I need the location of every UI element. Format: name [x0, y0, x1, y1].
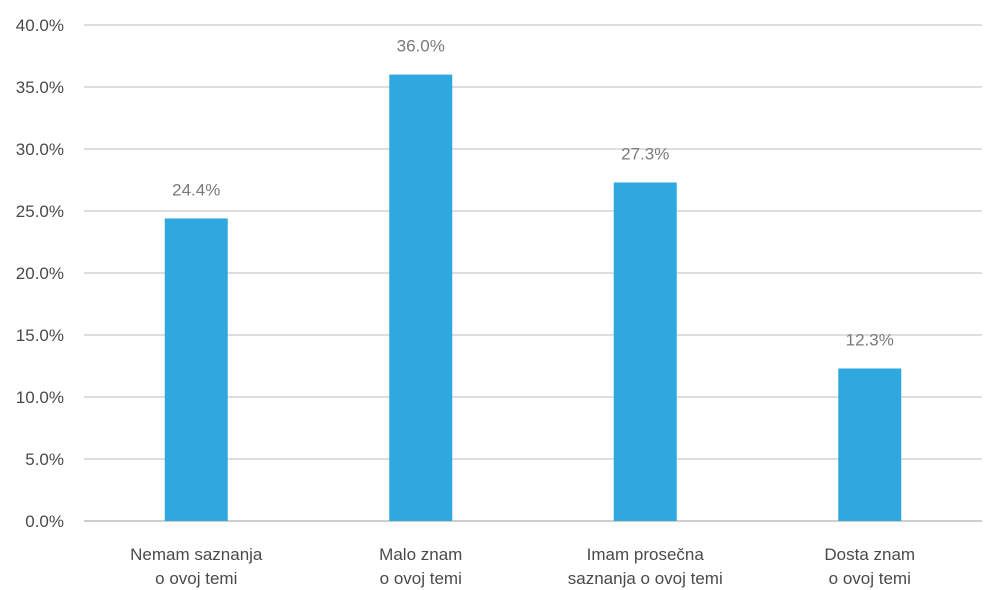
y-tick-label: 20.0%: [16, 264, 64, 283]
bar: [389, 74, 453, 521]
bar: [838, 368, 902, 521]
category-label: Nemam saznanja o ovoj temi: [130, 545, 263, 588]
x-axis-categories: Nemam saznanja o ovoj temi Malo znam o ovoj…: [130, 545, 915, 588]
category-label-line: o ovoj temi: [155, 569, 237, 588]
y-tick-label: 25.0%: [16, 202, 64, 221]
y-tick-label: 30.0%: [16, 140, 64, 159]
y-tick-label: 10.0%: [16, 388, 64, 407]
y-tick-label: 0.0%: [25, 512, 64, 531]
category-label-line: Nemam saznanja: [130, 545, 263, 564]
y-axis-ticks: 0.0% 5.0% 10.0% 15.0% 20.0% 25.0% 30.0% 35.0% 40…: [16, 16, 64, 531]
category-label-line: Dosta znam: [824, 545, 915, 564]
grid-lines: [84, 24, 982, 522]
data-label: 12.3%: [846, 330, 894, 349]
category-label: Malo znam o ovoj temi: [379, 545, 462, 588]
category-label-line: o ovoj temi: [829, 569, 911, 588]
data-label: 24.4%: [172, 180, 220, 199]
y-tick-label: 35.0%: [16, 78, 64, 97]
category-label: Imam prosečna saznanja o ovoj temi: [568, 545, 723, 588]
category-label-line: o ovoj temi: [380, 569, 462, 588]
y-tick-label: 40.0%: [16, 16, 64, 35]
category-label-line: Imam prosečna: [587, 545, 705, 564]
data-labels: 24.4% 36.0% 27.3% 12.3%: [172, 37, 894, 350]
data-label: 27.3%: [621, 144, 669, 163]
bars: [164, 74, 902, 522]
category-label-line: saznanja o ovoj temi: [568, 569, 723, 588]
y-tick-label: 15.0%: [16, 326, 64, 345]
data-label: 36.0%: [397, 37, 445, 56]
category-label-line: Malo znam: [379, 545, 462, 564]
category-label: Dosta znam o ovoj temi: [824, 545, 915, 588]
bar: [164, 218, 228, 521]
bar: [613, 182, 677, 522]
y-tick-label: 5.0%: [25, 450, 64, 469]
